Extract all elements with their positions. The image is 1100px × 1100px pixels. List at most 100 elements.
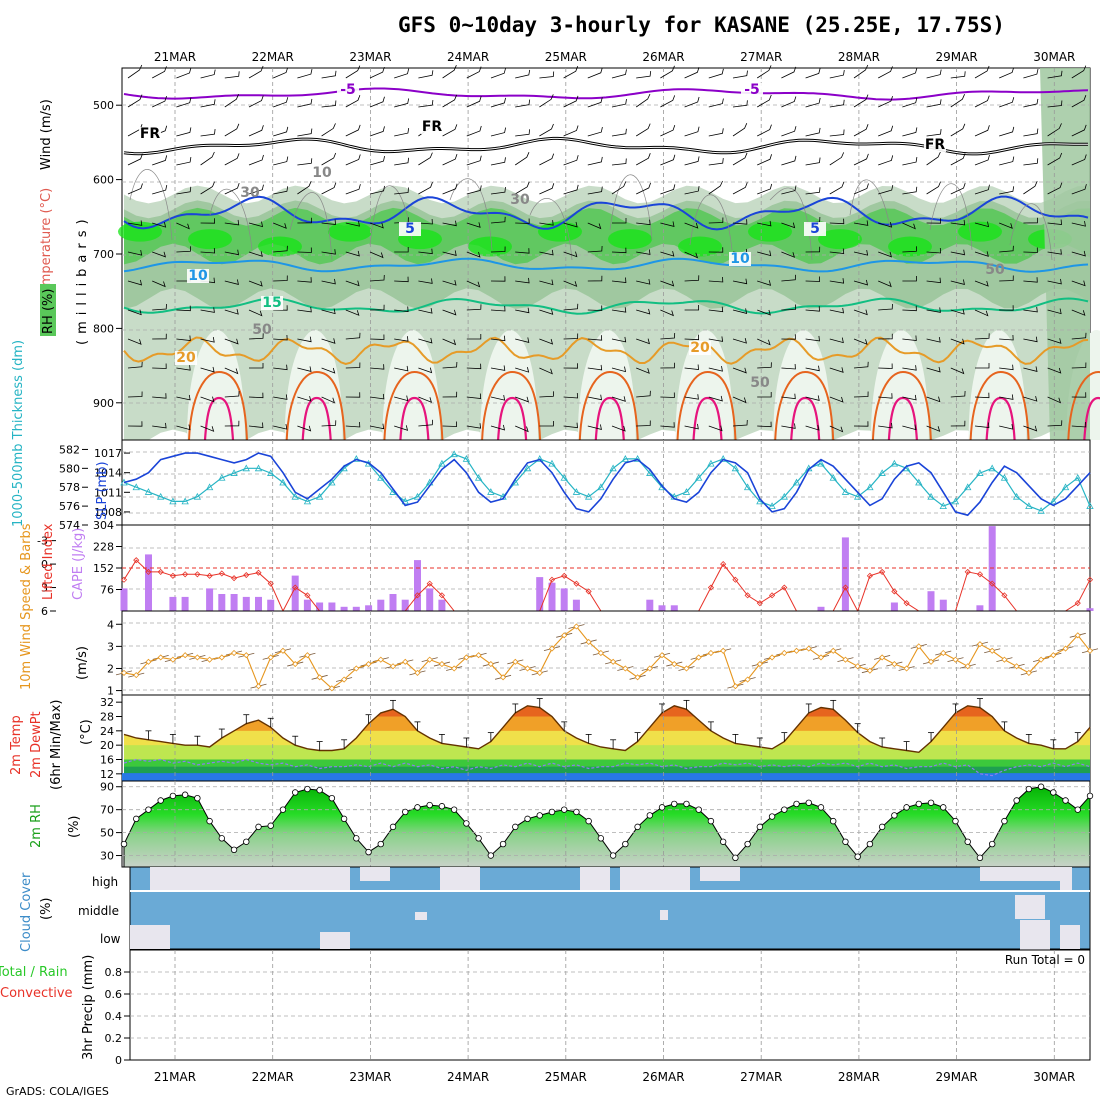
wind-barb [152, 363, 167, 369]
wind-barb [515, 396, 529, 403]
wind-barb [490, 305, 506, 312]
cape-bar [976, 605, 984, 611]
ylabel-li-group: Lifted Index [41, 523, 56, 600]
thickness-marker [829, 473, 837, 481]
wind-barb [490, 246, 506, 253]
wind-barb [708, 366, 723, 372]
wind-barb [636, 219, 651, 226]
wind-marker [1025, 669, 1032, 676]
wind-barb [321, 367, 336, 374]
thickness-marker [230, 469, 238, 476]
wind-barb [781, 393, 796, 400]
thickness-marker [743, 483, 752, 491]
wind-barb [757, 421, 772, 428]
wind-barb [127, 94, 143, 108]
wind-barb [732, 338, 747, 344]
wind-barb [853, 391, 869, 398]
wind-marker [487, 660, 494, 668]
wind-barb [321, 219, 336, 225]
y-tick-label: 76 [100, 584, 114, 597]
wind-barb [660, 362, 675, 369]
li-marker [206, 572, 213, 579]
wind-barb [660, 280, 675, 287]
contour-label: 10 [730, 251, 750, 267]
contour-line [123, 87, 1089, 101]
wind-marker [536, 669, 543, 676]
wind-barb [490, 157, 506, 166]
wind-barb [418, 337, 433, 344]
wind-barb [878, 393, 893, 399]
upper-wind-barbs [127, 64, 1087, 433]
wind-barb [442, 220, 457, 227]
wind-barb [902, 222, 916, 230]
wind-barb [732, 419, 748, 427]
thickness-marker [1012, 492, 1021, 500]
top-date-label: 25MAR [545, 50, 587, 64]
wind-marker [927, 658, 935, 665]
wind-barb [684, 423, 699, 430]
wind-barb [369, 364, 385, 370]
rh-marker [573, 808, 580, 816]
wind-barb [539, 279, 554, 286]
wind-barb [321, 278, 336, 285]
thickness-marker [474, 473, 483, 481]
thickness-marker [572, 488, 581, 495]
wind-barb [248, 125, 264, 137]
ylabel-rh-unit: (%) [67, 816, 82, 839]
wind-barb [781, 96, 797, 108]
ylabel-slp: SLP (mb) [95, 461, 110, 520]
cape-bar [414, 560, 421, 611]
wind-marker [451, 665, 458, 672]
contour-lobe [481, 370, 542, 441]
wind-barb [902, 186, 918, 195]
upper-grid [122, 68, 1090, 440]
wind-barb [321, 152, 337, 166]
top-date-label: 29MAR [936, 50, 978, 64]
ylabel-cape: CAPE (J/kg) [71, 528, 86, 600]
wind-barb [1023, 366, 1038, 372]
wind-barb [563, 155, 579, 166]
wind-barb [999, 364, 1014, 371]
y-tick-label: 304 [93, 519, 114, 532]
wind-barb [757, 250, 772, 257]
y-tick-label: 580 [59, 462, 80, 475]
y-tick-label: 578 [59, 481, 80, 494]
wind-barb [587, 335, 603, 341]
wind-barb [878, 422, 893, 429]
wind-barb [950, 390, 966, 398]
wind-barb [514, 152, 530, 166]
cloud-gaps [130, 867, 1080, 950]
wind-barb [248, 154, 264, 166]
wind-barb [249, 363, 264, 369]
wind-barb [442, 250, 457, 256]
li-marker [218, 570, 225, 577]
contour-lobe-hot [985, 396, 1016, 441]
wind-barb [999, 305, 1014, 311]
wind-barb [636, 390, 651, 398]
wind-barb [636, 420, 651, 427]
rh-marker [707, 817, 715, 825]
wind-barb [345, 95, 361, 108]
wind-barb [829, 307, 844, 314]
contour-label-bg [337, 83, 359, 97]
chart-title: GFS 0~10day 3-hourly for KASANE (25.25E,… [398, 13, 1005, 37]
wind-barb [660, 154, 676, 166]
wind-barb [248, 65, 264, 79]
wind-barb [273, 97, 289, 108]
wind-barb [757, 280, 772, 286]
wind-barb [369, 156, 385, 166]
wind-barb [345, 124, 361, 137]
y-tick-label: 0.6 [105, 988, 123, 1001]
cape-ticks: -3 0 3 6 304 228 152 76 [37, 519, 122, 618]
wind-barb [878, 280, 892, 288]
precip-grid [130, 950, 1090, 1060]
ylabel-temp: Temperature (°C) [39, 188, 54, 301]
rh-patch [258, 236, 302, 257]
wind-barb [345, 154, 361, 166]
wind-barb [563, 251, 578, 258]
rh-marker [940, 804, 947, 811]
y-tick-label: 800 [93, 322, 114, 335]
wind-barb [757, 124, 772, 137]
precip-ticks: 0.8 0.6 0.4 0.2 0 [105, 966, 130, 1067]
wind-barb [224, 390, 240, 398]
